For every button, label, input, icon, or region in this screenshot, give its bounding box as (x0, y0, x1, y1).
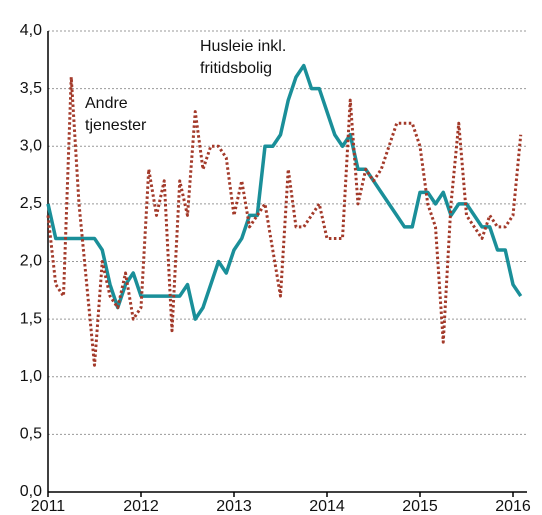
y-tick-label: 0,0 (20, 483, 42, 500)
y-tick-label: 1,0 (20, 368, 42, 385)
x-tick-label: 2013 (216, 498, 252, 515)
y-tick-label: 3,0 (20, 137, 42, 154)
series-line (46, 75, 523, 367)
y-tick-label: 2,5 (20, 195, 42, 212)
series-annotation: Husleie inkl. (200, 38, 286, 55)
y-tick-label: 1,5 (20, 310, 42, 327)
y-tick-label: 3,5 (20, 80, 42, 97)
y-tick-label: 4,0 (20, 22, 42, 39)
x-tick-label: 2011 (31, 498, 66, 515)
series-annotation: fritidsbolig (200, 60, 272, 77)
x-tick-label: 2014 (309, 498, 345, 515)
y-tick-label: 0,5 (20, 426, 42, 443)
x-tick-label: 2015 (402, 498, 438, 515)
y-tick-label: 2,0 (20, 253, 42, 270)
x-tick-label: 2016 (495, 498, 531, 515)
series-annotation: tjenester (85, 117, 147, 134)
series-annotation: Andre (85, 95, 128, 112)
x-tick-label: 2012 (123, 498, 159, 515)
